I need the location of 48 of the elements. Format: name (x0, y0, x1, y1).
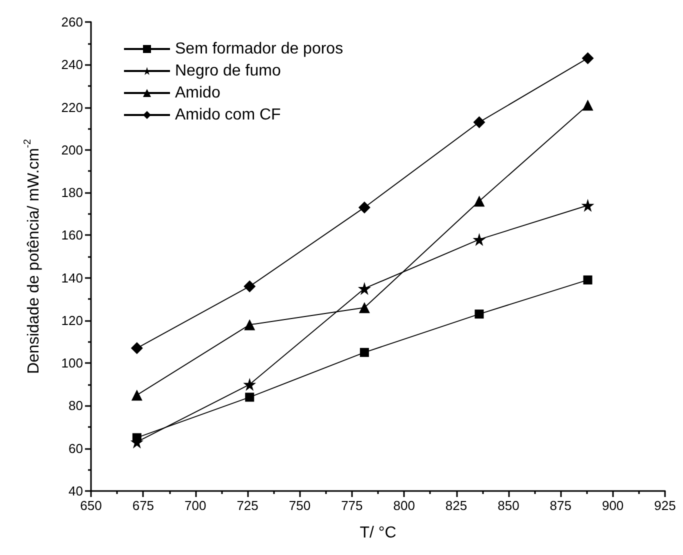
point (358, 302, 370, 314)
x-tick-label: 700 (184, 498, 206, 513)
y-tick-label: 140 (61, 270, 83, 286)
point (244, 280, 256, 292)
x-tick-label: 825 (445, 498, 468, 513)
y-tick-label: 160 (61, 228, 83, 243)
point (245, 392, 254, 402)
point (581, 198, 594, 212)
x-tick-label: 875 (550, 498, 572, 513)
x-tick-label: 925 (654, 498, 676, 513)
x-tick-label: 725 (236, 498, 258, 513)
point (582, 52, 594, 64)
y-tick-label: 100 (61, 356, 83, 371)
point (131, 390, 142, 401)
point (473, 116, 486, 128)
y-tick-label: 40 (68, 484, 83, 498)
y-tick-label: 120 (61, 312, 83, 328)
y-tick-label: 260 (61, 14, 83, 30)
x-tick-label: 650 (80, 498, 102, 513)
x-tick-label: 800 (393, 498, 415, 513)
legend-label: Amido (175, 84, 220, 102)
point (583, 275, 592, 284)
point (472, 232, 486, 246)
y-axis-title: Densidade de potência/ mW.cm-2 (22, 138, 42, 374)
y-tick-label: 60 (68, 440, 83, 456)
legend-label: Negro de fumo (175, 62, 281, 80)
y-tick-label: 220 (61, 100, 83, 115)
y-tick-label: 80 (68, 398, 83, 414)
point (130, 342, 143, 354)
point (358, 201, 370, 214)
y-tick-label: 240 (61, 57, 83, 72)
point (582, 100, 594, 111)
x-tick-label: 675 (132, 498, 154, 513)
point (243, 378, 256, 391)
point (474, 310, 484, 319)
legend-label: Amido com CF (175, 106, 282, 124)
x-axis-title: T/ °C (360, 524, 396, 542)
x-tick-label: 900 (602, 498, 624, 513)
y-tick-label: 200 (61, 142, 83, 158)
y-tick-label: 180 (61, 185, 83, 200)
point (360, 348, 369, 357)
point (244, 319, 256, 330)
x-tick-label: 750 (288, 498, 311, 513)
point (358, 282, 371, 295)
x-tick-label: 775 (341, 498, 363, 513)
point (474, 196, 485, 207)
legend-label: Sem formador de poros (175, 40, 344, 58)
x-tick-label: 850 (498, 498, 520, 513)
